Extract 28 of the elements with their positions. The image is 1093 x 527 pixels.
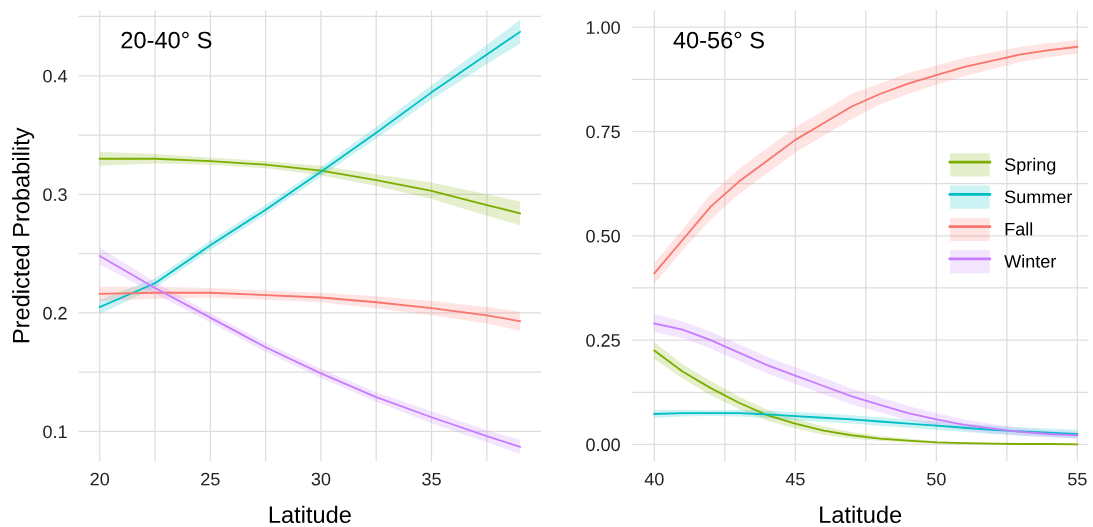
- x-tick-label: 40: [644, 472, 664, 486]
- x-tick-label: 30: [311, 472, 331, 486]
- legend-label: Summer: [1004, 190, 1073, 204]
- y-tick-label: 0.25: [586, 334, 620, 347]
- y-tick-label: 0.50: [586, 229, 620, 243]
- y-tick-label: 0.75: [586, 125, 620, 139]
- y-tick-label: 0.3: [43, 188, 67, 202]
- x-axis-title: Latitude: [269, 505, 351, 524]
- legend-label: Fall: [1005, 222, 1033, 236]
- x-tick-label: 35: [422, 472, 441, 486]
- y-tick-label: 0.4: [43, 69, 68, 83]
- y-tick-label: 0.2: [43, 306, 67, 320]
- y-tick-label: 0.1: [43, 425, 67, 439]
- x-tick-label: 55: [1068, 472, 1087, 486]
- line-series: [98, 291, 521, 323]
- y-tick-label: 1.00: [586, 21, 620, 34]
- text: 20-40° S: [121, 31, 212, 49]
- x-tick-label: 20: [90, 472, 110, 486]
- x-tick-label: 45: [785, 472, 805, 486]
- x-axis-title: Latitude: [820, 505, 902, 524]
- legend-label: Spring: [1004, 157, 1056, 175]
- x-tick-label: 50: [927, 472, 946, 486]
- y-axis-title: Predicted Probability: [12, 127, 35, 343]
- line-series: [98, 157, 521, 215]
- x-tick-label: 25: [201, 472, 220, 486]
- text: 40-56° S: [673, 31, 764, 49]
- y-tick-label: 0.00: [586, 438, 620, 452]
- legend-label: Winter: [1004, 254, 1057, 268]
